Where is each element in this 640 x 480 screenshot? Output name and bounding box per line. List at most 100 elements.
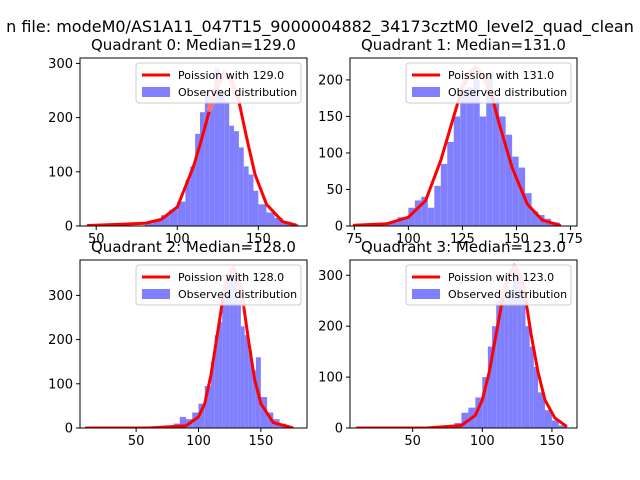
quadrant-1-hist-bar [397, 217, 409, 226]
quadrant-0-ytick-label: 0 [65, 220, 73, 235]
quadrant-0-hist-bar [274, 217, 283, 226]
quadrant-0-hist-bar [229, 125, 235, 226]
quadrant-3-title: Quadrant 3: Median=123.0 [361, 238, 566, 256]
quadrant-0-hist-bar [161, 215, 170, 226]
quadrant-1-ytick-label: 100 [318, 146, 343, 161]
quadrant-3-ytick-label: 300 [318, 269, 343, 284]
quadrant-3-legend-poisson-label: Poission with 123.0 [448, 271, 554, 284]
quadrant-1-xtick-label: 75 [346, 232, 363, 247]
quadrant-1-xtick-label: 175 [558, 232, 583, 247]
quadrant-3-legend-observed-label: Observed distribution [448, 288, 567, 301]
quadrant-3-hist-bar [508, 290, 513, 428]
quadrant-2-legend-bar-swatch [142, 289, 170, 299]
quadrant-1-hist-bar [414, 200, 422, 226]
quadrant-0-title: Quadrant 0: Median=129.0 [91, 36, 296, 54]
quadrant-0-hist-bar [253, 190, 259, 226]
quadrant-0-ytick-label: 200 [48, 111, 73, 126]
quadrant-1-legend-box [405, 62, 572, 104]
quadrant-3-hist-bar [533, 366, 539, 428]
quadrant-0-hist-bar [169, 209, 178, 226]
quadrant-2-xtick-label: 100 [186, 434, 211, 449]
quadrant-2-ytick-label: 0 [65, 422, 73, 437]
quadrant-1-ytick-label: 50 [326, 183, 343, 198]
quadrant-1-ytick-label: 200 [318, 73, 343, 88]
quadrant-2-hist-bar [225, 282, 230, 428]
quadrant-2-legend: Poission with 128.0 Observed distribution [135, 264, 302, 306]
quadrant-1-hist-bar [447, 142, 454, 226]
quadrant-3-hist-bar [482, 377, 488, 428]
quadrant-3-hist-bar [504, 275, 509, 428]
quadrant-2-ytick-label: 200 [48, 333, 73, 348]
quadrant-1-xtick-label: 125 [450, 232, 475, 247]
quadrant-2-legend-observed-label: Observed distribution [178, 288, 297, 301]
quadrant-3-hist-bar [521, 295, 526, 428]
quadrant-panels: 50 100 150 0 100 200 300 Quadrant 0: Median=129… [48, 36, 583, 449]
quadrant-0-hist-bar [238, 147, 244, 226]
quadrant-0-ytick-label: 300 [48, 57, 73, 72]
quadrant-0-axes-frame [79, 57, 308, 227]
quadrant-1-hist-bar [386, 222, 398, 226]
quadrant-0-hist-bar [195, 133, 200, 226]
quadrant-1-hist-bar [440, 163, 448, 226]
quadrant-3-hist-bar [544, 410, 552, 428]
quadrant-3-hist-bar [558, 425, 566, 428]
quadrant-0-legend-observed-label: Observed distribution [178, 86, 297, 99]
quadrant-2-hist-bar [204, 386, 211, 428]
quadrant-2-legend-box [135, 264, 302, 306]
quadrant-3-axes-frame [349, 259, 578, 429]
quadrant-3-hist-bar [517, 275, 522, 428]
quadrant-3-hist-bar [475, 397, 483, 428]
quadrant-3-xtick-label: 100 [470, 434, 495, 449]
quadrant-2-axes-frame [79, 259, 308, 429]
quadrant-0-xtick-label: 150 [246, 232, 271, 247]
quadrant-2-ytick-label: 300 [48, 289, 73, 304]
quadrant-0-hist-bar [185, 179, 191, 226]
quadrant-3-hist-bar [492, 326, 497, 428]
quadrant-2-hist-bar [214, 335, 219, 428]
quadrant-1-hist-bar [492, 98, 500, 226]
quadrant-2-hist-bar [198, 403, 205, 428]
quadrant-0-hist-bar [152, 220, 162, 226]
figure-suptitle: n file: modeM0/AS1A11_047T15_9000004882_… [6, 17, 634, 37]
quadrant-0-hist-bar [214, 68, 220, 226]
quadrant-2-hist-bar [240, 326, 245, 428]
quadrant-1-title: Quadrant 1: Median=131.0 [361, 36, 566, 54]
quadrant-3-hist-bar [512, 265, 518, 428]
quadrant-1-hist-bar [531, 211, 539, 226]
quadrant-1-hist-bar [434, 185, 441, 226]
quadrant-1-hist-bar [486, 72, 493, 226]
quadrant-0-ytick-label: 100 [48, 165, 73, 180]
quadrant-3-hist-bar [551, 420, 559, 428]
quadrant-1-legend: Poission with 131.0 Observed distribution [405, 62, 572, 104]
quadrant-1-hist-bar [460, 90, 467, 226]
quadrant-2-xtick-label: 50 [128, 434, 145, 449]
quadrant-0-hist-bar [248, 174, 254, 226]
quadrant-0-xtick-label: 50 [88, 232, 105, 247]
quadrant-1-hist-bar [427, 207, 435, 226]
quadrant-0-xtick-label: 100 [165, 232, 190, 247]
quadrant-2-hist-bar [260, 397, 268, 428]
quadrant-2-hist-bar [237, 299, 241, 428]
quadrant-0-hist-bar [204, 90, 210, 226]
quadrant-2-hist-bar [233, 277, 238, 428]
quadrant-2-hist-bar [179, 416, 187, 428]
quadrant-3-ytick-label: 0 [335, 422, 343, 437]
quadrant-0-hist-bar [224, 101, 230, 226]
quadrant-0-hist-bar [209, 95, 215, 226]
quadrant-1-ytick-label: 0 [335, 220, 343, 235]
quadrant-3-legend-bar-swatch [412, 289, 440, 299]
quadrant-1-hist-bar [421, 196, 428, 226]
quadrant-3-legend-box [405, 264, 572, 306]
quadrant-3-hist-bar [538, 392, 545, 428]
quadrant-1-legend-bar-swatch [412, 87, 440, 97]
quadrant-2-ytick-label: 100 [48, 377, 73, 392]
quadrant-0-hist-bar [266, 212, 275, 226]
quadrant-2-panel: 50 100 150 0 100 200 300 Quadrant 2: Median=128… [48, 238, 308, 449]
quadrant-3-hist-bar [529, 346, 534, 428]
quadrant-0-legend: Poission with 129.0 Observed distribution [135, 62, 302, 104]
quadrant-2-hist-bar [229, 268, 234, 428]
quadrant-3-panel: 50 100 150 0 100 200 300 Quadrant 3: Median=123… [318, 238, 578, 449]
quadrant-1-hist-bar [408, 207, 415, 226]
quadrant-1-xtick-label: 100 [396, 232, 421, 247]
